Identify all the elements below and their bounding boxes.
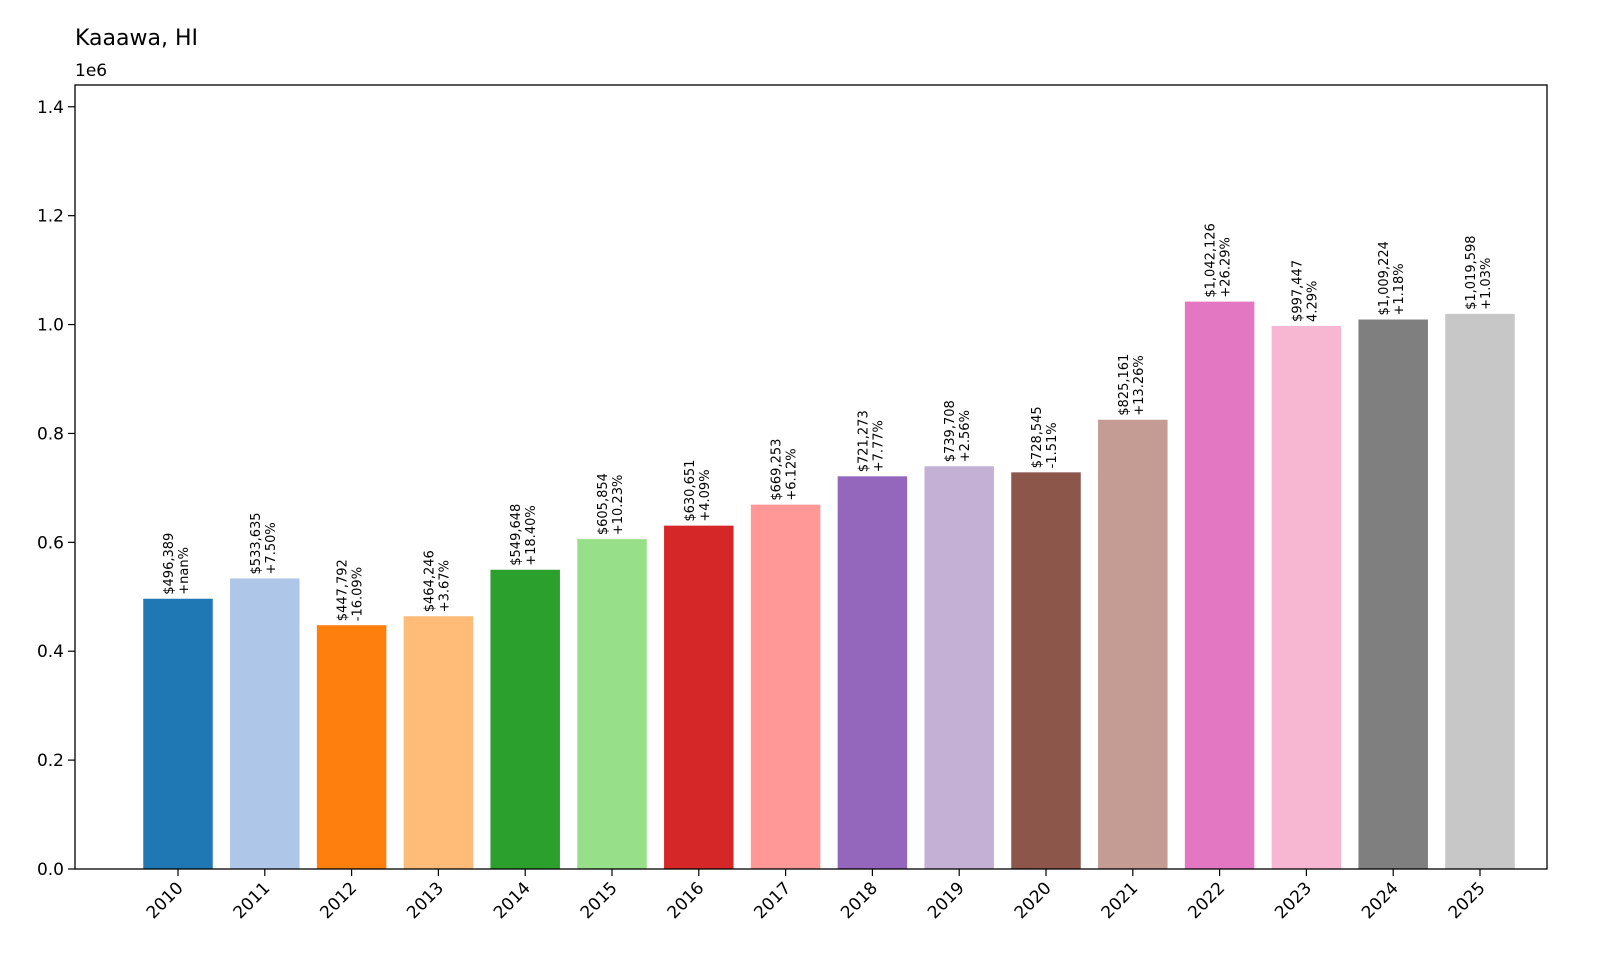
x-tick-label: 2025 <box>1445 878 1490 923</box>
bar-value-label: $728,545 <box>1030 406 1045 468</box>
bar-value-label: $1,019,598 <box>1464 235 1479 309</box>
x-tick-label: 2010 <box>143 878 188 923</box>
bar-2024 <box>1358 319 1428 870</box>
bar-2013 <box>403 616 474 869</box>
x-tick-label: 2022 <box>1184 878 1229 923</box>
x-tick-label: 2023 <box>1271 878 1316 923</box>
bar-value-label: $739,708 <box>943 400 958 462</box>
bar-2025 <box>1445 313 1515 870</box>
bar-change-label: +26.29% <box>1219 237 1234 297</box>
y-tick-label: 0.0 <box>37 860 64 880</box>
y-tick-label: 0.8 <box>37 424 64 444</box>
bar-change-label: +3.67% <box>437 560 452 612</box>
bar-change-label: +6.12% <box>785 448 800 500</box>
bar-2022 <box>1184 301 1255 869</box>
bar-value-label: $825,161 <box>1117 354 1132 416</box>
bar-value-label: $496,389 <box>162 533 177 595</box>
x-tick-label: 2011 <box>230 878 275 923</box>
bar-2010 <box>143 598 213 869</box>
bar-change-label: +1.18% <box>1392 263 1407 315</box>
bar-2011 <box>230 578 300 869</box>
bar-change-label: -16.09% <box>351 567 366 621</box>
x-tick-label: 2015 <box>577 878 622 923</box>
x-axis: 2010 2011 2012 2013 2014 2015 2016 2017 2018 2019… <box>143 869 1490 923</box>
bar-change-label: +nan% <box>177 547 192 595</box>
y-tick-label: 0.2 <box>37 751 64 771</box>
bar-change-label: +18.40% <box>524 505 539 565</box>
bar-2020 <box>1011 472 1081 869</box>
bar-change-label: +2.56% <box>958 410 973 462</box>
y-tick-label: 1.4 <box>37 98 64 118</box>
x-tick-label: 2018 <box>837 878 882 923</box>
bar-2018 <box>837 476 908 869</box>
bar-value-label: $605,854 <box>596 473 611 535</box>
chart-title: Kaaawa, HI <box>75 26 198 51</box>
x-tick-label: 2019 <box>924 878 969 923</box>
bar-change-label: +7.50% <box>264 522 279 574</box>
x-tick-label: 2017 <box>750 878 795 923</box>
bar-2014 <box>490 569 560 869</box>
bar-2023 <box>1271 325 1342 869</box>
bar-2017 <box>750 504 821 869</box>
y-tick-label: 0.4 <box>37 642 64 662</box>
x-tick-label: 2024 <box>1358 878 1403 923</box>
x-tick-label: 2016 <box>664 878 709 923</box>
bar-change-label: +7.77% <box>871 420 886 472</box>
bar-labels-group: $496,389 +nan% $533,635 +7.50% $447,792 -16.0… <box>162 223 1494 621</box>
bar-2019 <box>924 466 994 869</box>
bar-change-label: +13.26% <box>1132 355 1147 415</box>
bar-value-label: $997,447 <box>1290 260 1305 322</box>
bar-change-label: +10.23% <box>611 475 626 535</box>
bar-value-label: $447,792 <box>336 559 351 621</box>
x-tick-label: 2021 <box>1098 878 1143 923</box>
plot-frame <box>74 84 1548 870</box>
bar-value-label: $630,651 <box>683 460 698 522</box>
bar-value-label: $1,009,224 <box>1377 241 1392 315</box>
bar-change-label: -1.51% <box>1045 422 1060 468</box>
x-tick-label: 2013 <box>403 878 448 923</box>
bar-2015 <box>577 539 647 869</box>
bar-value-label: $533,635 <box>249 512 264 574</box>
bars-group <box>143 301 1515 870</box>
bar-2021 <box>1098 419 1168 869</box>
bar-value-label: $721,273 <box>856 410 871 472</box>
y-tick-label: 0.6 <box>37 533 64 553</box>
y-axis: 0.0 0.2 0.4 0.6 0.8 1.0 1.2 1.4 <box>37 98 75 880</box>
x-tick-label: 2012 <box>316 878 361 923</box>
y-tick-label: 1.0 <box>37 316 64 336</box>
bar-2012 <box>316 625 387 869</box>
bar-value-label: $464,246 <box>422 550 437 612</box>
x-tick-label: 2020 <box>1011 878 1056 923</box>
bar-change-label: +4.09% <box>698 469 713 521</box>
bar-value-label: $669,253 <box>770 439 785 501</box>
bar-change-label: 4.29% <box>1305 281 1320 322</box>
y-tick-label: 1.2 <box>37 207 64 227</box>
bar-change-label: +1.03% <box>1479 258 1494 310</box>
y-axis-offset-label: 1e6 <box>75 61 107 81</box>
bar-2016 <box>664 525 734 869</box>
x-tick-label: 2014 <box>490 878 535 923</box>
bar-value-label: $549,648 <box>509 504 524 566</box>
bar-value-label: $1,042,126 <box>1204 223 1219 297</box>
